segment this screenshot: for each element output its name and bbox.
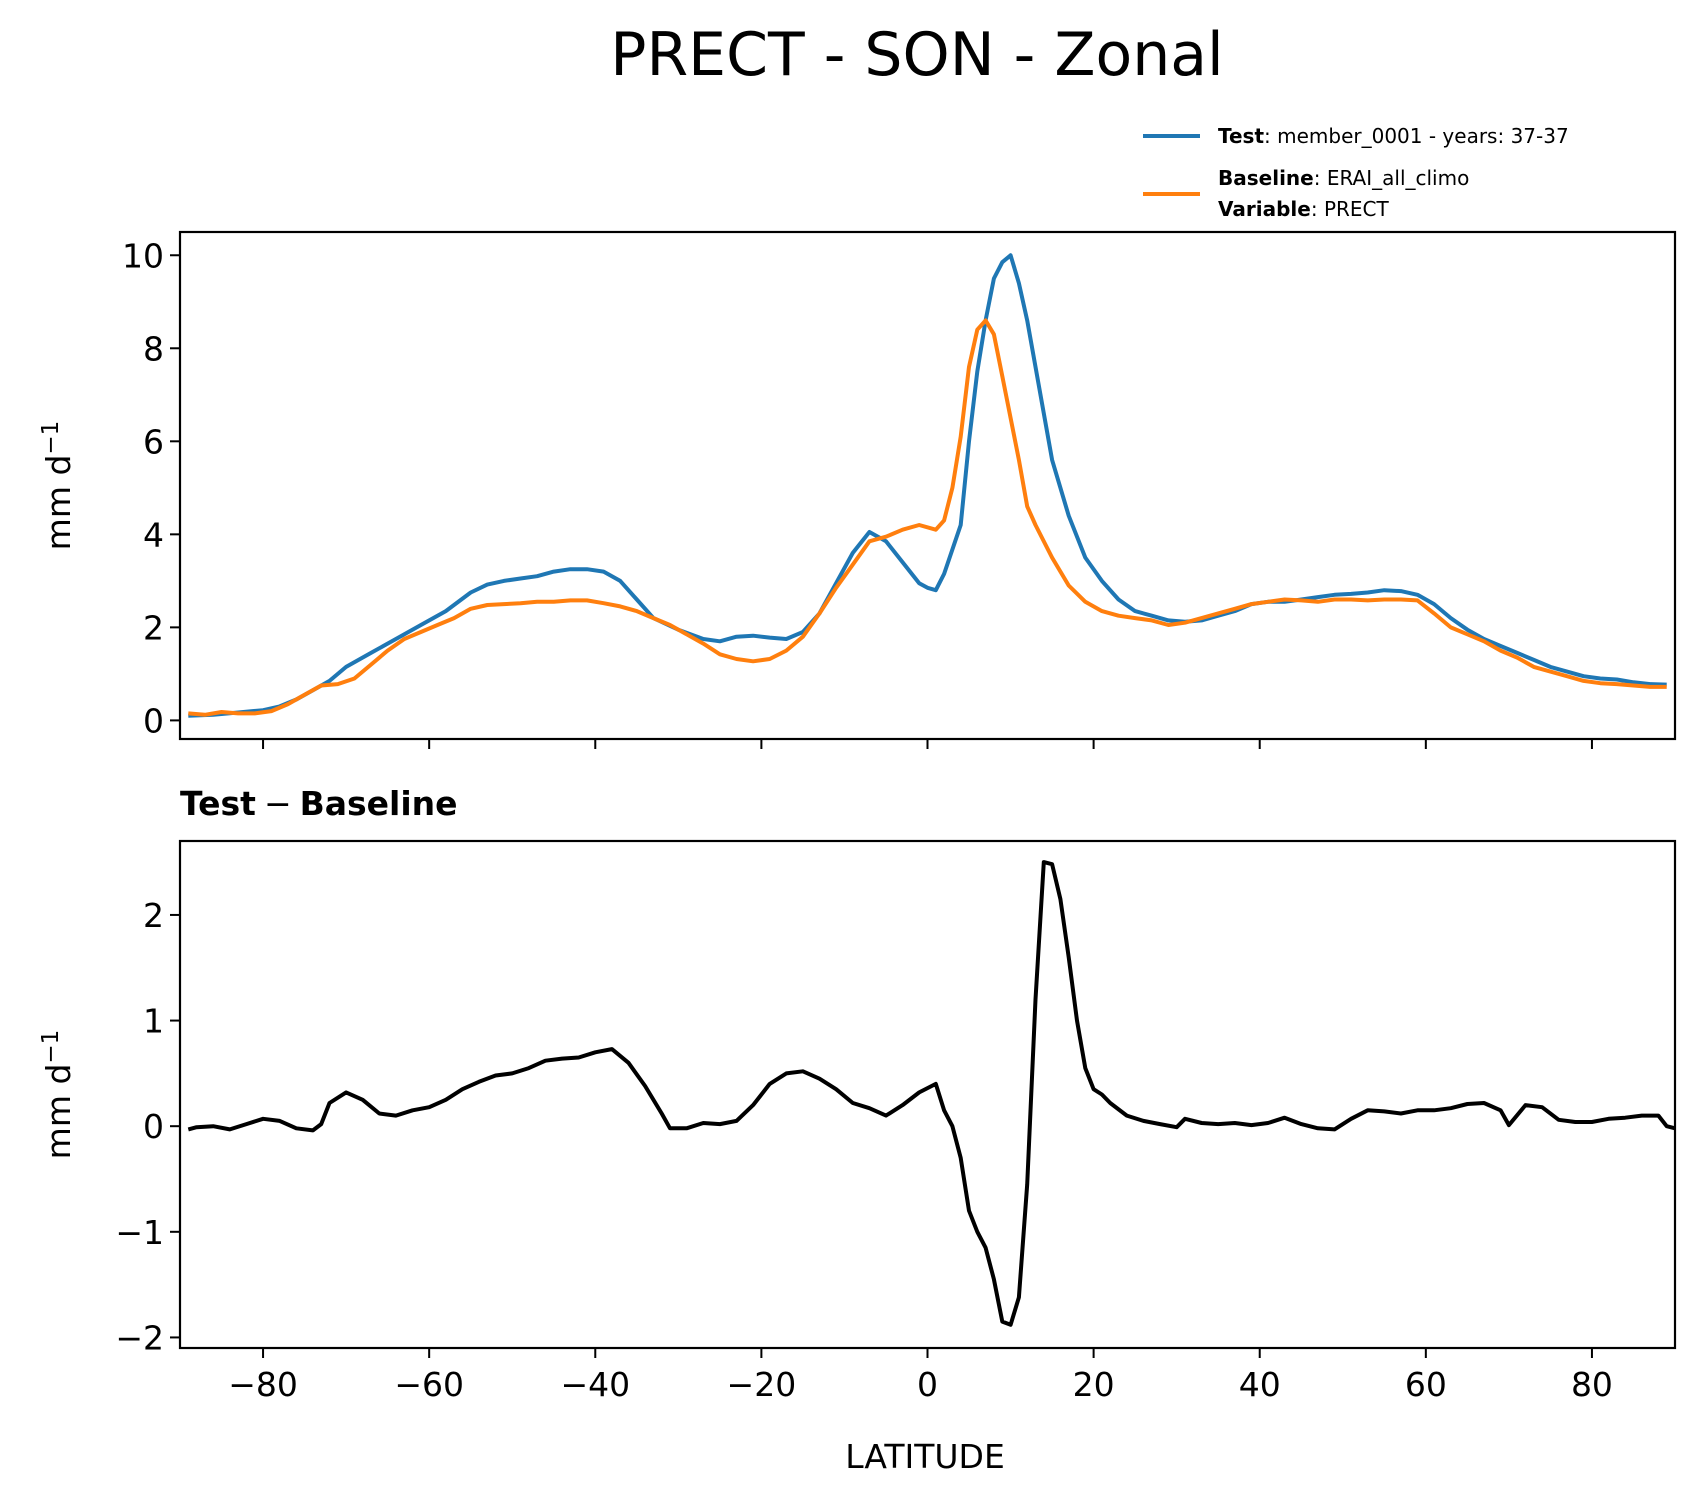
y-tick-label: 0 [143,1107,164,1146]
y-tick-label: 0 [143,701,164,740]
bottom-x-axis: −80 −60 −40 −20 0 20 40 60 80 [228,1348,1613,1404]
y-tick-label: 10 [122,236,164,275]
top-y-axis: 0 2 4 6 8 10 [122,236,180,740]
bottom-panel: Test − Baseline −2 −1 0 1 2 −80 −60 −40 −20 0 20 40 6… [38,784,1677,1476]
bottom-y-axis-label: mm d−1 [38,1030,78,1160]
x-tick-label: 0 [917,1365,938,1404]
x-tick-label: −40 [560,1365,630,1404]
series-line-baseline [188,318,1667,717]
top-x-axis [262,739,1593,749]
y-tick-label: 6 [143,422,164,461]
bottom-plot-area [187,860,1675,1327]
x-tick-label: −80 [228,1365,298,1404]
top-plot-area [188,253,1667,718]
y-tick-label: −2 [115,1318,164,1357]
series-line-test [188,253,1667,718]
top-panel: 0 2 4 6 8 10 mm d−1 [38,230,1677,749]
y-tick-label: 2 [143,608,164,647]
x-axis-label: LATITUDE [845,1437,1005,1476]
x-tick-label: 20 [1073,1365,1115,1404]
y-tick-label: 1 [143,1002,164,1041]
legend-variable-text: : PRECT [1311,197,1390,221]
legend-variable-label: Variable [1218,197,1311,221]
legend-variable-entry: Variable: PRECT [1218,197,1389,221]
x-tick-label: 60 [1405,1365,1447,1404]
x-tick-label: −20 [727,1365,797,1404]
figure-title: PRECT - SON - Zonal [610,20,1223,90]
legend-test-entry: Test: member_0001 - years: 37-37 [1218,124,1569,148]
bottom-y-axis: −2 −1 0 1 2 [115,896,180,1357]
legend-test-label: Test [1218,124,1264,148]
top-axes-frame [178,230,1677,741]
legend-baseline-text: : ERAI_all_climo [1314,166,1470,190]
top-y-axis-label: mm d−1 [38,421,78,551]
bottom-panel-title: Test − Baseline [180,784,458,823]
x-tick-label: 80 [1571,1365,1613,1404]
y-tick-label: 2 [143,896,164,935]
series-line-test-baseline [187,860,1675,1327]
y-tick-label: 8 [143,329,164,368]
y-tick-label: 4 [143,515,164,554]
y-tick-label: −1 [115,1213,164,1252]
legend-baseline-label: Baseline [1218,166,1314,190]
x-tick-label: −60 [394,1365,464,1404]
bottom-axes-frame [178,839,1677,1350]
legend-baseline-entry: Baseline: ERAI_all_climo [1218,166,1469,190]
legend-test-text: : member_0001 - years: 37-37 [1264,124,1569,148]
legend: Test: member_0001 - years: 37-37 Baselin… [1143,124,1569,221]
x-tick-label: 40 [1239,1365,1281,1404]
